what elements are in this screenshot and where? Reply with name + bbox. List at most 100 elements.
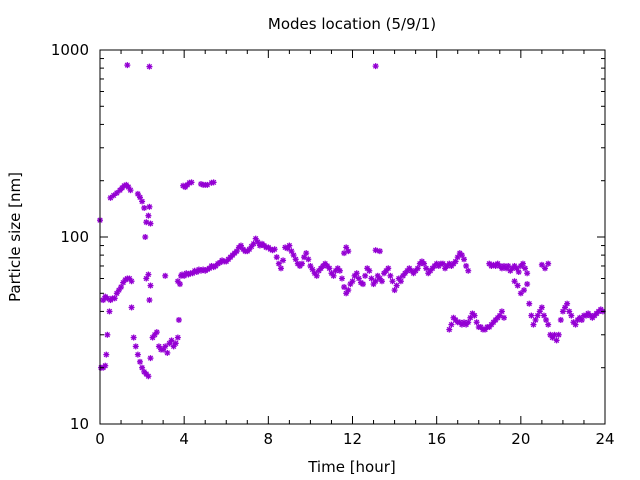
y-tick-label: 10 xyxy=(70,415,89,433)
chart-title: Modes location (5/9/1) xyxy=(268,15,436,33)
data-point xyxy=(545,260,552,267)
data-point xyxy=(555,331,562,338)
data-point xyxy=(385,265,392,272)
data-point xyxy=(524,270,531,277)
data-point xyxy=(545,321,552,328)
x-tick-label: 8 xyxy=(264,430,274,448)
data-point xyxy=(389,278,396,285)
data-point xyxy=(176,281,183,288)
x-tick-label: 4 xyxy=(179,430,189,448)
data-point xyxy=(376,248,383,255)
data-point xyxy=(172,340,179,347)
data-point xyxy=(147,282,154,289)
data-point xyxy=(124,62,131,69)
x-tick-label: 0 xyxy=(95,430,105,448)
data-point xyxy=(378,278,385,285)
data-point xyxy=(366,267,373,274)
data-point xyxy=(286,242,293,249)
data-point xyxy=(372,278,379,285)
data-point xyxy=(136,358,143,365)
data-point xyxy=(102,362,109,369)
data-point xyxy=(313,272,320,279)
data-point xyxy=(153,329,160,336)
data-point xyxy=(145,212,152,219)
data-point xyxy=(439,260,446,267)
data-point xyxy=(103,351,110,358)
data-point xyxy=(557,316,564,323)
x-tick-label: 20 xyxy=(511,430,530,448)
data-point xyxy=(345,287,352,294)
x-tick-label: 24 xyxy=(595,430,614,448)
data-point xyxy=(146,63,153,70)
data-point xyxy=(528,312,535,319)
data-point xyxy=(125,184,132,191)
data-point xyxy=(305,256,312,263)
data-point xyxy=(538,304,545,311)
data-point xyxy=(465,267,472,274)
data-point xyxy=(330,272,337,279)
data-point xyxy=(471,312,478,319)
data-point xyxy=(164,349,171,356)
data-point xyxy=(473,319,480,326)
data-point xyxy=(360,281,367,288)
data-point xyxy=(515,268,522,275)
data-point xyxy=(391,287,398,294)
data-point xyxy=(277,265,284,272)
data-point xyxy=(345,248,352,255)
data-point xyxy=(145,373,152,380)
axis-ticks: 0 4 8 12 16 20 24 10 100 1000 xyxy=(51,41,615,448)
y-tick-label: 100 xyxy=(60,228,89,246)
data-point xyxy=(414,265,421,272)
data-point xyxy=(336,267,343,274)
data-point xyxy=(540,312,547,319)
data-point xyxy=(111,295,118,302)
data-point xyxy=(299,260,305,267)
data-point xyxy=(106,308,113,315)
data-point xyxy=(448,321,455,328)
data-point xyxy=(572,321,579,328)
data-point xyxy=(147,220,154,227)
data-point xyxy=(520,287,527,294)
x-tick-label: 16 xyxy=(427,430,446,448)
data-point xyxy=(461,256,468,263)
data-point xyxy=(132,343,139,350)
data-point xyxy=(463,262,470,269)
data-point xyxy=(353,270,360,277)
data-point xyxy=(271,246,278,253)
data-point xyxy=(553,337,560,344)
data-point xyxy=(341,284,348,291)
data-point xyxy=(530,321,537,328)
data-point xyxy=(188,179,195,186)
data-point xyxy=(526,300,533,307)
data-point xyxy=(522,265,529,272)
plot-area xyxy=(97,62,606,380)
data-point xyxy=(362,272,369,279)
data-point xyxy=(104,331,111,338)
data-point xyxy=(113,290,120,297)
data-point xyxy=(139,198,146,205)
data-point xyxy=(127,187,134,194)
data-point xyxy=(446,326,453,333)
data-point xyxy=(326,265,333,272)
data-point xyxy=(338,275,345,282)
data-point xyxy=(162,343,169,350)
data-point xyxy=(162,272,169,279)
data-point xyxy=(542,265,549,272)
data-point xyxy=(524,281,531,288)
data-point xyxy=(146,297,153,304)
x-tick-label: 12 xyxy=(343,430,362,448)
data-point xyxy=(273,254,280,261)
data-point xyxy=(372,247,379,254)
data-point xyxy=(280,257,287,264)
data-point xyxy=(147,355,154,362)
data-point xyxy=(128,278,135,285)
data-point xyxy=(141,204,148,211)
data-point xyxy=(511,278,518,285)
data-point xyxy=(142,234,149,240)
data-point xyxy=(168,337,175,344)
data-point xyxy=(275,260,282,267)
data-point xyxy=(368,275,375,282)
data-point xyxy=(532,316,539,323)
data-point xyxy=(423,265,430,272)
